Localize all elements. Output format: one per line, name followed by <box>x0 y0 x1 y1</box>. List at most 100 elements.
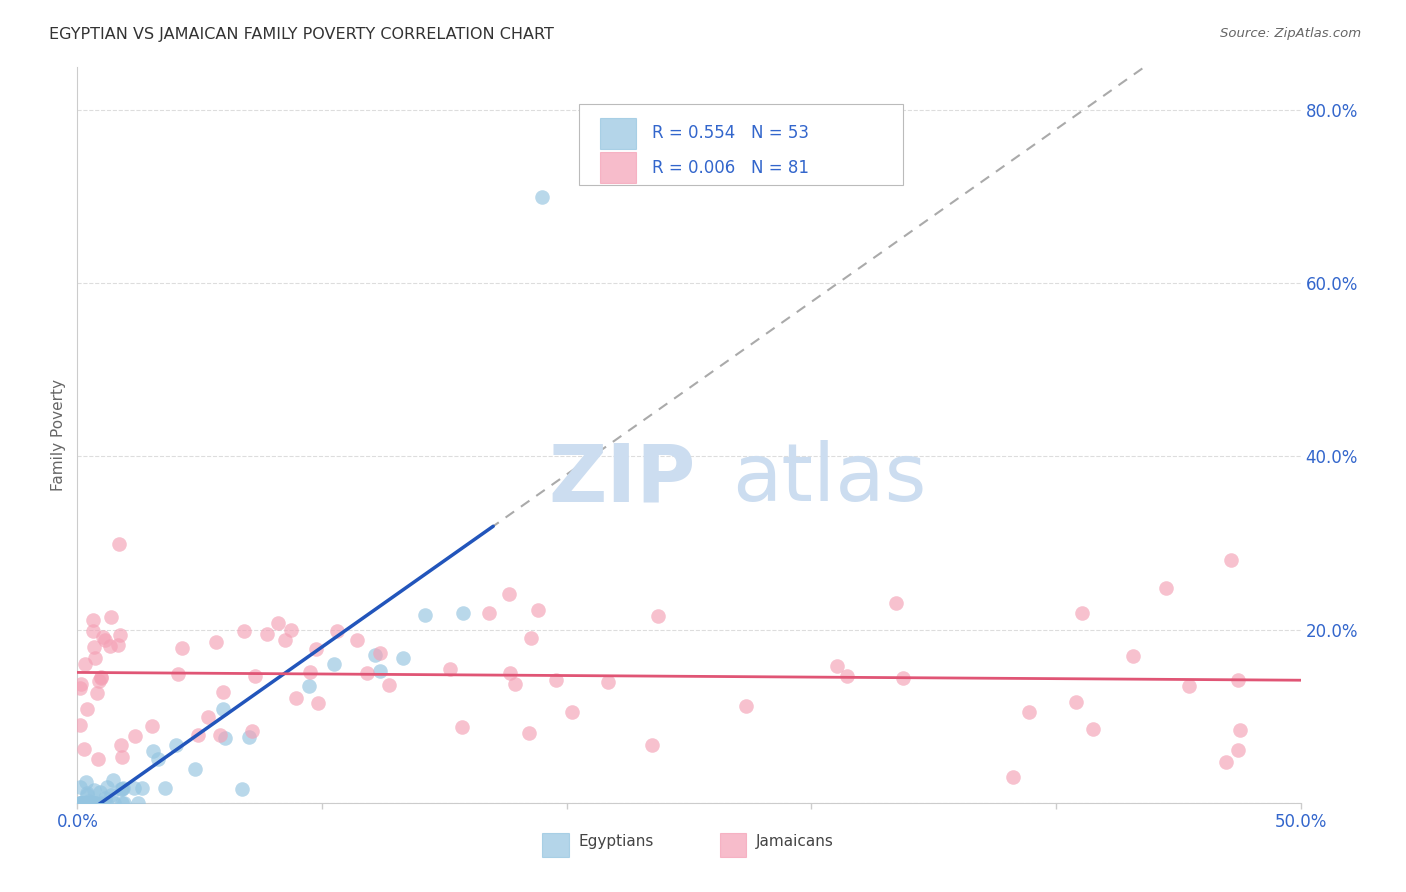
Text: Jamaicans: Jamaicans <box>756 834 834 849</box>
Point <box>76 786 98 800</box>
Point <box>544 673 567 688</box>
Point <box>391 651 413 665</box>
Point <box>280 623 302 637</box>
Point <box>1018 705 1040 719</box>
Point <box>72 796 94 810</box>
Point <box>346 633 368 648</box>
Point <box>520 631 543 645</box>
Point <box>187 728 209 742</box>
Point <box>80 796 103 810</box>
Point <box>439 663 461 677</box>
Point <box>90 670 112 684</box>
Point <box>211 702 233 716</box>
Point <box>148 752 170 766</box>
Point <box>231 782 253 797</box>
Point <box>69 780 91 794</box>
Point <box>122 781 145 796</box>
Point <box>1220 553 1243 567</box>
Point <box>734 699 756 714</box>
Point <box>498 586 520 600</box>
Point <box>69 681 91 695</box>
Point <box>86 686 108 700</box>
Point <box>204 634 226 648</box>
Point <box>208 729 231 743</box>
Point <box>368 664 391 678</box>
Point <box>1226 673 1249 687</box>
Point <box>505 677 527 691</box>
Point <box>197 710 219 724</box>
Point <box>364 648 387 662</box>
Point <box>84 651 107 665</box>
Text: EGYPTIAN VS JAMAICAN FAMILY POVERTY CORRELATION CHART: EGYPTIAN VS JAMAICAN FAMILY POVERTY CORR… <box>49 27 554 42</box>
Point <box>1064 694 1087 708</box>
Point <box>96 780 118 794</box>
Point <box>167 667 190 681</box>
Point <box>108 628 131 642</box>
Text: R = 0.006   N = 81: R = 0.006 N = 81 <box>652 159 810 177</box>
Point <box>356 666 378 681</box>
Point <box>641 738 664 752</box>
Point <box>89 673 111 688</box>
Text: Egyptians: Egyptians <box>579 834 654 849</box>
Point <box>1070 607 1092 621</box>
Point <box>89 785 111 799</box>
Point <box>77 796 100 810</box>
Point <box>1177 679 1199 693</box>
Point <box>141 719 163 733</box>
Point <box>69 796 91 810</box>
Point <box>91 630 114 644</box>
Point <box>891 671 914 685</box>
Point <box>84 796 107 810</box>
Point <box>242 723 264 738</box>
Point <box>110 738 132 752</box>
Point <box>103 796 125 810</box>
Point <box>1226 743 1249 757</box>
Point <box>111 781 134 796</box>
Point <box>111 750 134 764</box>
Point <box>307 696 329 710</box>
Point <box>131 781 153 796</box>
Point <box>69 796 91 810</box>
Point <box>825 659 848 673</box>
Point <box>112 780 135 795</box>
Point <box>124 729 146 743</box>
Bar <box>543 833 569 856</box>
Point <box>107 639 129 653</box>
Point <box>478 607 501 621</box>
Point <box>73 796 96 810</box>
Point <box>84 796 107 810</box>
Point <box>73 742 96 756</box>
Text: Source: ZipAtlas.com: Source: ZipAtlas.com <box>1220 27 1361 40</box>
Point <box>232 624 254 638</box>
Point <box>82 613 104 627</box>
Point <box>83 783 105 797</box>
Point <box>1122 648 1144 663</box>
Point <box>69 677 91 691</box>
Point <box>647 608 669 623</box>
Point <box>110 782 132 797</box>
Point <box>184 762 207 776</box>
Point <box>1001 770 1024 784</box>
Point <box>243 669 266 683</box>
Point <box>112 796 135 810</box>
Point <box>83 640 105 655</box>
Point <box>298 679 321 693</box>
Text: R = 0.554   N = 53: R = 0.554 N = 53 <box>652 124 810 142</box>
Bar <box>720 833 747 856</box>
Y-axis label: Family Poverty: Family Poverty <box>51 379 66 491</box>
Point <box>111 796 134 810</box>
Point <box>598 675 620 690</box>
Point <box>368 646 391 660</box>
Point <box>165 738 187 752</box>
Point <box>212 685 235 699</box>
Point <box>69 796 91 810</box>
Point <box>82 624 104 639</box>
Point <box>274 633 297 648</box>
Text: ZIP: ZIP <box>548 440 696 518</box>
Point <box>450 720 472 734</box>
Point <box>100 639 122 653</box>
Point <box>76 702 98 716</box>
Point <box>214 731 236 746</box>
Point <box>100 788 122 802</box>
Point <box>94 791 117 805</box>
